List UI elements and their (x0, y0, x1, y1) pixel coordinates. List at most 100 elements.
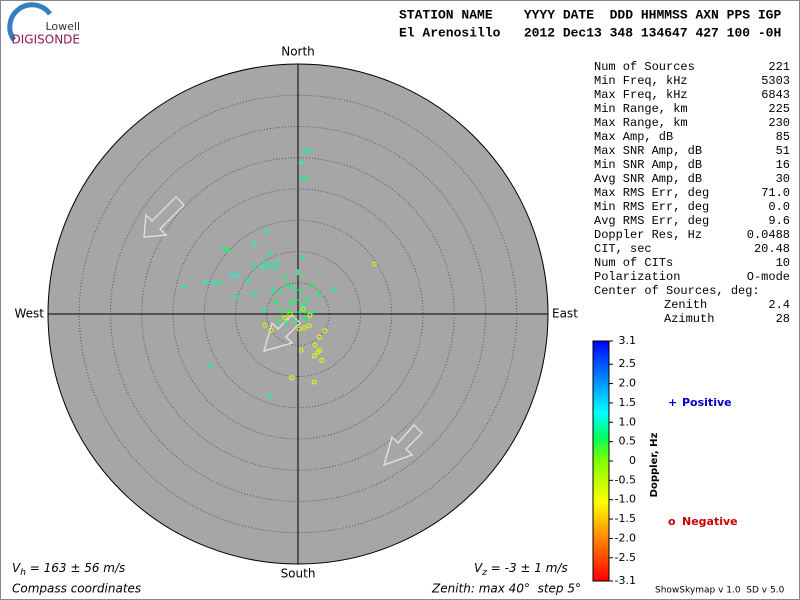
stat-value: 2.4 (768, 298, 790, 312)
source-circle (322, 328, 328, 334)
colorbar-tick-label: -3.1 (615, 574, 636, 587)
stat-value: 10 (776, 256, 790, 270)
arrow (382, 423, 424, 467)
vh-symbol: V (12, 561, 21, 575)
stat-label: Azimuth (664, 312, 714, 326)
source-plus (296, 287, 303, 294)
source-circle (298, 347, 304, 353)
source-plus (331, 286, 338, 292)
source-plus (251, 291, 258, 297)
colorbar-tick-label: 1.5 (619, 396, 637, 409)
source-plus (261, 307, 268, 314)
source-circle (312, 342, 318, 348)
source-circle (296, 326, 302, 332)
stat-label: Min RMS Err, deg (594, 200, 709, 214)
vh-text: Vh = 163 ± 56 m/s (12, 561, 125, 578)
source-circle (371, 261, 377, 267)
source-circle (319, 357, 325, 363)
source-plus (301, 316, 308, 322)
source-plus (216, 279, 223, 286)
logo-arc (7, 2, 53, 42)
vz-value: = -3 ± 1 m/s (487, 561, 568, 575)
coords-text: Compass coordinates (12, 582, 141, 596)
arrow (262, 313, 302, 353)
source-circle (282, 315, 288, 321)
arrow (143, 195, 186, 238)
vh-value: = 163 ± 56 m/s (26, 561, 125, 575)
stat-value: 16 (776, 158, 790, 172)
source-circle (306, 323, 312, 329)
legend-marker: o (668, 515, 676, 528)
south-label: South (281, 567, 316, 581)
source-plus (308, 282, 315, 289)
stat-label: Min SNR Amp, dB (594, 158, 702, 172)
legend-label: Positive (682, 396, 732, 409)
source-circle (287, 311, 293, 317)
stat-value: O-mode (747, 270, 790, 284)
stat-value: 0.0488 (747, 228, 790, 242)
stat-label: Min Range, km (594, 102, 688, 116)
source-plus (281, 274, 288, 281)
source-plus (316, 291, 323, 297)
stat-label: Max Range, km (594, 116, 688, 130)
source-plus (310, 309, 316, 316)
velocity-arrows (143, 195, 424, 467)
colorbar-tick-label: 2.0 (619, 377, 637, 390)
source-plus (298, 159, 305, 166)
stat-value: 225 (768, 102, 790, 116)
source-plus (210, 279, 216, 286)
colorbar-tick-label: 0.5 (619, 435, 637, 448)
colorbar-tick-label: -2.0 (615, 531, 636, 544)
stat-value: 9.6 (768, 214, 790, 228)
colorbar-tick-label: -1.0 (615, 493, 636, 506)
stat-value: 28 (776, 312, 790, 326)
source-plus (306, 147, 313, 154)
stat-label: Num of CITs (594, 256, 673, 270)
source-plus (251, 241, 258, 247)
version-text: ShowSkymap v 1.0 SD v 5.0 (655, 586, 785, 596)
stat-value: 51 (776, 144, 790, 158)
colorbar-tick-label: 1.0 (619, 415, 637, 428)
source-plus (263, 227, 270, 234)
source-plus (283, 319, 290, 326)
source-plus (303, 174, 310, 181)
stat-value: 6843 (761, 88, 790, 102)
header-line1: STATION NAME YYYY DATE DDD HHMMSS AXN PP… (399, 7, 781, 22)
stat-value: 0.0 (768, 200, 790, 214)
source-circle (315, 349, 321, 355)
source-plus (206, 362, 213, 369)
source-plus (296, 309, 303, 316)
zenith-text: Zenith: max 40° step 5° (431, 582, 581, 596)
source-plus (270, 287, 276, 294)
source-plus (278, 307, 285, 314)
source-plus (221, 246, 228, 252)
stat-label: CIT, sec (594, 242, 652, 256)
source-plus (303, 297, 310, 304)
colorbar (592, 340, 610, 582)
legend-marker: + (668, 396, 677, 409)
stat-label: Polarization (594, 270, 680, 284)
source-circle (262, 322, 268, 328)
header-line2: El Arenosillo 2012 Dec13 348 134647 427 … (399, 25, 781, 40)
source-plus (290, 284, 296, 291)
source-plus (266, 392, 273, 399)
source-plus (228, 271, 235, 277)
source-circle (289, 375, 295, 381)
vh-sub: h (20, 568, 26, 578)
source-plus (293, 297, 300, 304)
colorbar-tick-label: 2.5 (619, 357, 637, 370)
source-plus (268, 251, 275, 257)
source-plus (285, 282, 291, 289)
colorbar-tick-label: -1.5 (615, 512, 636, 525)
source-plus (273, 299, 280, 306)
vz-symbol: V (474, 561, 483, 575)
stat-value: 230 (768, 116, 790, 130)
source-circle (300, 306, 306, 312)
stat-label: Min Freq, kHz (594, 74, 688, 88)
source-plus (276, 289, 283, 296)
colorbar-tick-label: 0 (629, 454, 636, 467)
source-circle (268, 327, 274, 333)
source-circle (301, 325, 307, 331)
stat-label: Avg RMS Err, deg (594, 214, 709, 228)
